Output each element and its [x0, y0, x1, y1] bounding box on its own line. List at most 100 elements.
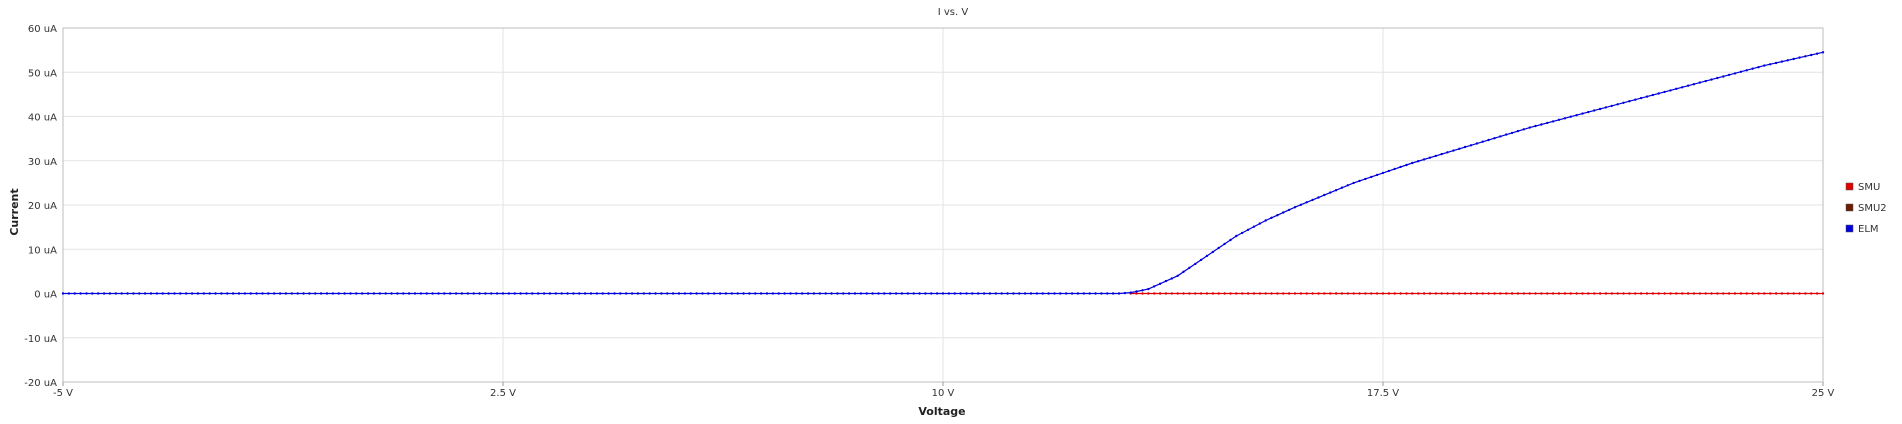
data-point-elm — [1399, 165, 1402, 169]
data-point-elm — [1522, 128, 1526, 131]
data-point-smu — [1135, 292, 1138, 295]
y-tick-label: -10 uA — [24, 334, 57, 345]
data-point-elm — [1505, 133, 1508, 136]
data-point-elm — [220, 292, 223, 295]
data-point-elm — [208, 292, 211, 295]
data-point-elm — [507, 292, 511, 295]
data-point-smu — [1469, 292, 1473, 295]
legend-swatch — [1845, 224, 1854, 233]
data-point-smu — [1211, 292, 1215, 295]
data-point-elm — [1587, 110, 1590, 114]
data-point-elm — [1763, 64, 1766, 67]
y-tick-label: 50 uA — [28, 68, 57, 79]
data-point-smu — [1540, 292, 1543, 295]
data-point-elm — [830, 292, 833, 295]
data-point-elm — [1557, 118, 1561, 122]
data-point-elm — [707, 292, 710, 295]
data-point-elm — [343, 292, 346, 295]
y-tick-label: 30 uA — [28, 157, 57, 168]
data-point-elm — [1780, 60, 1784, 63]
data-point-elm — [1774, 61, 1778, 65]
data-point-smu — [1569, 292, 1572, 295]
data-point-elm — [185, 292, 188, 295]
data-point-smu — [1446, 292, 1449, 295]
data-point-elm — [173, 292, 176, 295]
y-tick-label: -20 uA — [24, 378, 57, 389]
legend-item-smu2: SMU2 — [1845, 203, 1887, 214]
data-point-elm — [102, 292, 106, 295]
data-point-elm — [85, 292, 88, 295]
data-point-elm — [689, 292, 692, 295]
data-point-smu — [1411, 292, 1414, 295]
data-point-smu — [1757, 292, 1760, 295]
data-point-elm — [865, 292, 868, 295]
data-point-smu — [1428, 292, 1432, 295]
data-point-elm — [513, 292, 516, 295]
data-point-elm — [1334, 189, 1338, 192]
data-point-elm — [1546, 121, 1549, 125]
data-point-elm — [666, 292, 669, 295]
data-point-elm — [390, 292, 393, 295]
data-point-smu — [1305, 292, 1308, 295]
data-point-elm — [1493, 137, 1496, 140]
x-tick-label: 17.5 V — [1367, 388, 1399, 399]
data-point-elm — [1311, 198, 1314, 202]
data-point-elm — [754, 292, 757, 295]
data-point-elm — [660, 292, 663, 295]
data-point-elm — [1434, 154, 1438, 158]
data-point-smu — [1622, 292, 1625, 295]
data-point-smu — [1340, 292, 1344, 295]
data-point-elm — [1810, 53, 1813, 57]
data-point-elm — [1540, 123, 1543, 126]
data-point-elm — [490, 292, 493, 295]
data-point-elm — [1639, 96, 1643, 100]
legend: SMU SMU2 ELM — [1845, 182, 1887, 235]
data-point-smu — [1158, 292, 1162, 295]
data-point-elm — [1076, 292, 1080, 295]
data-point-elm — [953, 292, 956, 295]
series-layer — [61, 51, 1825, 295]
data-point-elm — [994, 292, 997, 295]
data-point-elm — [1651, 93, 1655, 97]
data-point-elm — [1534, 124, 1537, 128]
data-point-elm — [1182, 270, 1185, 273]
data-point-elm — [1106, 292, 1109, 295]
data-point-elm — [1246, 228, 1250, 231]
data-point-elm — [437, 292, 440, 295]
data-point-elm — [267, 292, 270, 295]
data-point-smu — [1774, 292, 1778, 295]
data-point-elm — [525, 292, 528, 295]
data-point-elm — [935, 292, 939, 295]
data-point-elm — [67, 292, 71, 295]
data-point-elm — [478, 292, 481, 295]
data-point-smu — [1651, 292, 1655, 295]
data-point-elm — [1094, 292, 1097, 295]
data-point-smu — [1698, 292, 1702, 295]
data-point-elm — [1675, 87, 1678, 91]
data-point-elm — [971, 292, 974, 295]
data-point-smu — [1176, 292, 1179, 295]
data-point-elm — [167, 292, 170, 295]
data-point-smu — [1141, 292, 1144, 295]
data-point-elm — [724, 292, 728, 295]
data-point-elm — [1786, 59, 1790, 62]
data-point-elm — [1100, 292, 1103, 295]
data-point-elm — [630, 292, 634, 295]
data-point-smu — [1194, 292, 1197, 295]
legend-swatch — [1845, 182, 1854, 191]
data-point-elm — [290, 292, 293, 295]
data-point-elm — [1710, 78, 1713, 81]
data-point-elm — [554, 292, 557, 295]
data-point-elm — [1317, 196, 1320, 199]
data-point-elm — [1346, 184, 1350, 187]
data-point-elm — [1417, 160, 1420, 163]
data-point-elm — [883, 292, 886, 295]
y-tick-label: 0 uA — [34, 290, 57, 301]
data-point-elm — [601, 292, 604, 295]
data-point-elm — [1405, 163, 1408, 167]
data-point-elm — [947, 292, 951, 295]
data-point-smu — [1299, 292, 1303, 295]
data-point-smu — [1528, 292, 1531, 295]
data-point-elm — [1070, 292, 1074, 295]
data-point-elm — [155, 292, 159, 295]
